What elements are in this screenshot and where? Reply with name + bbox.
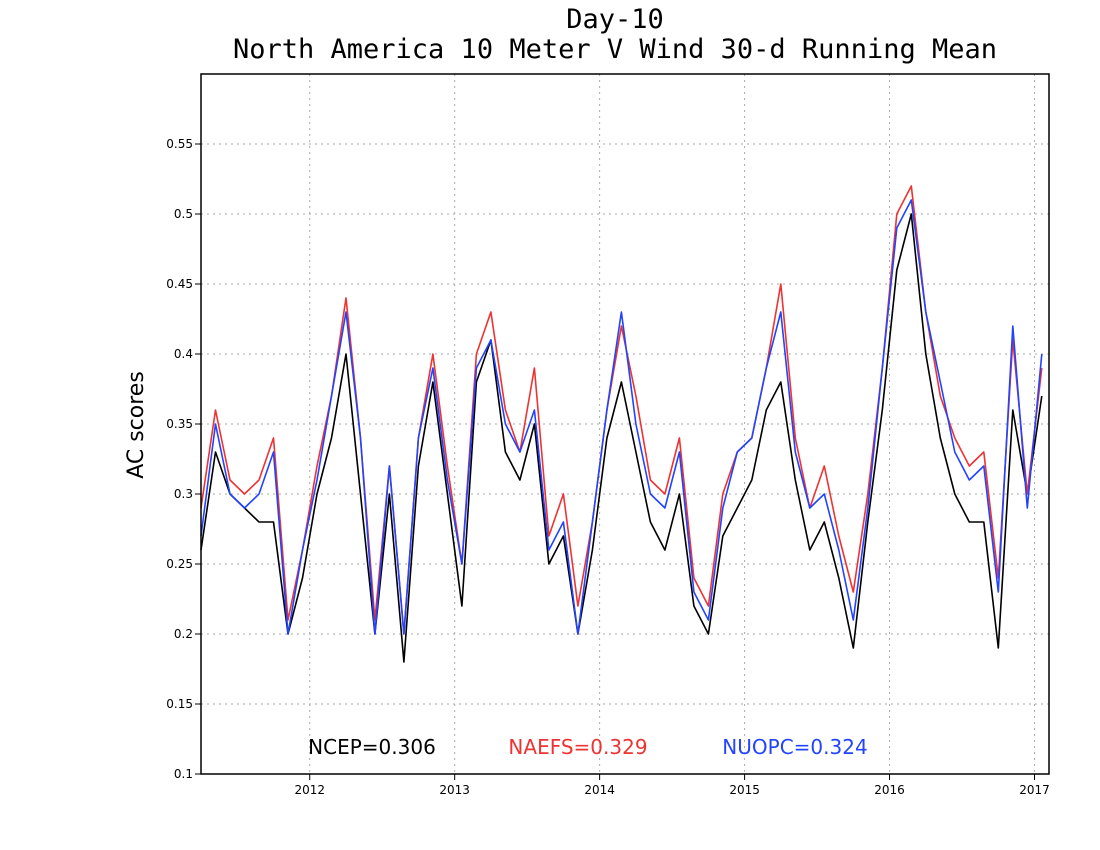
series-line-nuopc [200,199,1043,635]
chart-subtitle: North America 10 Meter V Wind 30-d Runni… [233,34,997,65]
y-tick-label: 0.45 [166,277,193,291]
chart-title: Day-10 [566,4,664,35]
series-group [200,185,1043,663]
y-tick-label: 0.1 [174,767,193,781]
y-tick-label: 0.3 [174,487,193,501]
y-tick-label: 0.55 [166,137,193,151]
y-tick-label: 0.4 [174,347,193,361]
legend-entry: NCEP=0.306 [308,735,436,759]
x-tick-label: 2017 [1019,783,1050,797]
x-tick-label: 2015 [729,783,760,797]
legend-entry: NAEFS=0.329 [508,735,647,759]
series-line-ncep [200,213,1043,663]
series-line-naefs [200,185,1043,635]
x-tick-label: 2013 [439,783,470,797]
x-tick-label: 2012 [294,783,325,797]
x-tick-label: 2016 [874,783,905,797]
x-tick-label: 2014 [584,783,615,797]
y-tick-label: 0.2 [174,627,193,641]
grid [201,74,1049,774]
axes: 0.1 0.15 0.2 0.25 0.3 0.35 0.4 0.45 0.5 0.55 2012 2… [166,73,1050,797]
legend-entry: NUOPC=0.324 [722,735,867,759]
y-tick-label: 0.35 [166,417,193,431]
plot-frame [200,73,1050,775]
legend: NCEP=0.306 NAEFS=0.329 NUOPC=0.324 [308,735,868,759]
y-tick-label: 0.25 [166,557,193,571]
y-tick-label: 0.15 [166,697,193,711]
y-tick-label: 0.5 [174,207,193,221]
y-axis-label: AC scores [124,371,149,479]
